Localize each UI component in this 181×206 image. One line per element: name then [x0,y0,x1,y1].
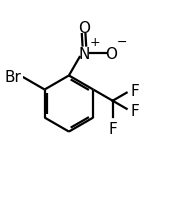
Text: −: − [116,36,127,49]
Text: F: F [130,84,139,99]
Text: +: + [90,36,100,49]
Text: O: O [78,21,90,36]
Text: F: F [108,122,117,136]
Text: F: F [130,104,139,118]
Text: N: N [79,47,90,61]
Text: Br: Br [5,69,21,84]
Text: O: O [105,47,117,61]
